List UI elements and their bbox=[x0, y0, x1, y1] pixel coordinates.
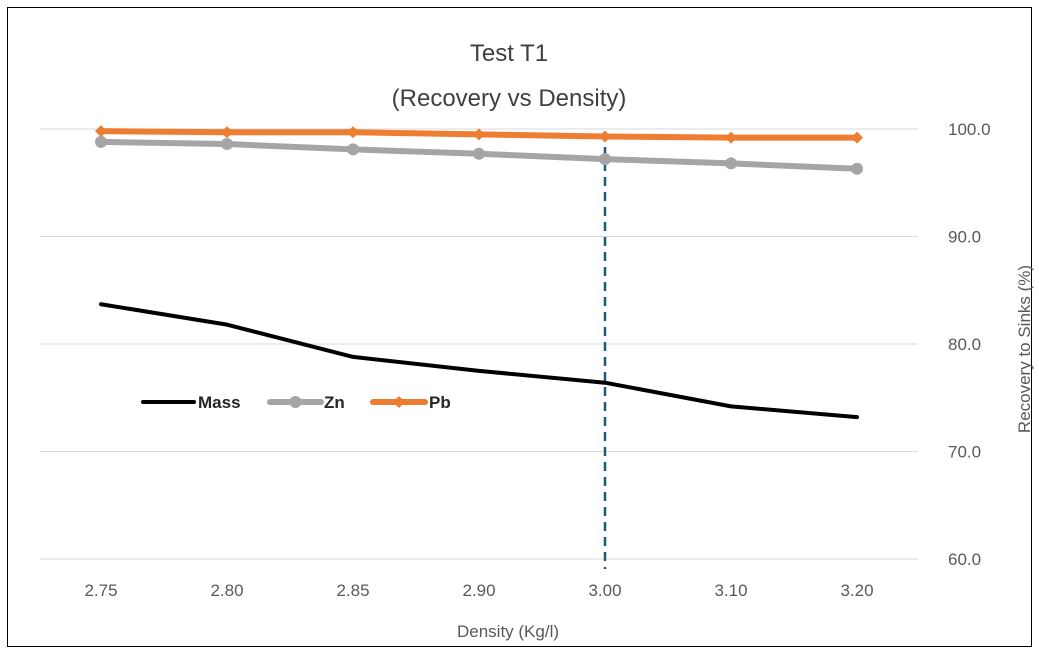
data-point-zn bbox=[851, 162, 863, 175]
data-point-pb bbox=[95, 125, 107, 138]
grid-lines bbox=[40, 128, 918, 560]
legend-label-mass: Mass bbox=[198, 393, 241, 412]
data-point-zn bbox=[95, 135, 107, 148]
y-tick-label: 90.0 bbox=[948, 228, 981, 247]
series-group bbox=[95, 125, 863, 420]
legend-label-pb: Pb bbox=[429, 393, 451, 412]
y-axis-title: Recovery to Sinks (%) bbox=[1015, 265, 1034, 433]
data-point-pb bbox=[347, 126, 359, 139]
x-tick-label: 3.20 bbox=[840, 581, 873, 600]
data-point-zn bbox=[725, 157, 737, 170]
data-point-pb bbox=[725, 131, 737, 144]
legend: Mass Zn Pb bbox=[141, 393, 451, 412]
legend-marker-pb bbox=[393, 396, 405, 408]
legend-label-zn: Zn bbox=[324, 393, 345, 412]
y-tick-label: 70.0 bbox=[948, 443, 981, 462]
y-tick-labels: 60.0 70.0 80.0 90.0 100.0 bbox=[948, 120, 991, 569]
x-tick-label: 2.80 bbox=[210, 581, 243, 600]
x-tick-label: 3.00 bbox=[588, 581, 621, 600]
data-point-zn bbox=[599, 153, 611, 166]
data-point-zn bbox=[473, 147, 485, 160]
x-tick-label: 2.75 bbox=[84, 581, 117, 600]
legend-marker-zn bbox=[289, 396, 302, 408]
data-point-pb bbox=[599, 130, 611, 143]
data-point-zn bbox=[221, 138, 233, 151]
chart-frame bbox=[7, 7, 1032, 647]
series-line-mass bbox=[99, 302, 859, 420]
chart-subtitle: (Recovery vs Density) bbox=[392, 85, 627, 112]
y-tick-label: 100.0 bbox=[948, 120, 991, 139]
x-tick-label: 2.85 bbox=[336, 581, 369, 600]
y-tick-label: 80.0 bbox=[948, 335, 981, 354]
x-tick-labels: 2.75 2.80 2.85 2.90 3.00 3.10 3.20 bbox=[84, 581, 873, 600]
data-point-zn bbox=[347, 143, 359, 156]
data-point-pb bbox=[851, 131, 863, 144]
x-axis-title: Density (Kg/l) bbox=[457, 622, 559, 641]
x-tick-label: 2.90 bbox=[462, 581, 495, 600]
y-tick-label: 60.0 bbox=[948, 550, 981, 569]
chart-title: Test T1 bbox=[470, 40, 548, 67]
x-tick-label: 3.10 bbox=[714, 581, 747, 600]
data-point-pb bbox=[221, 126, 233, 139]
data-point-pb bbox=[473, 128, 485, 141]
